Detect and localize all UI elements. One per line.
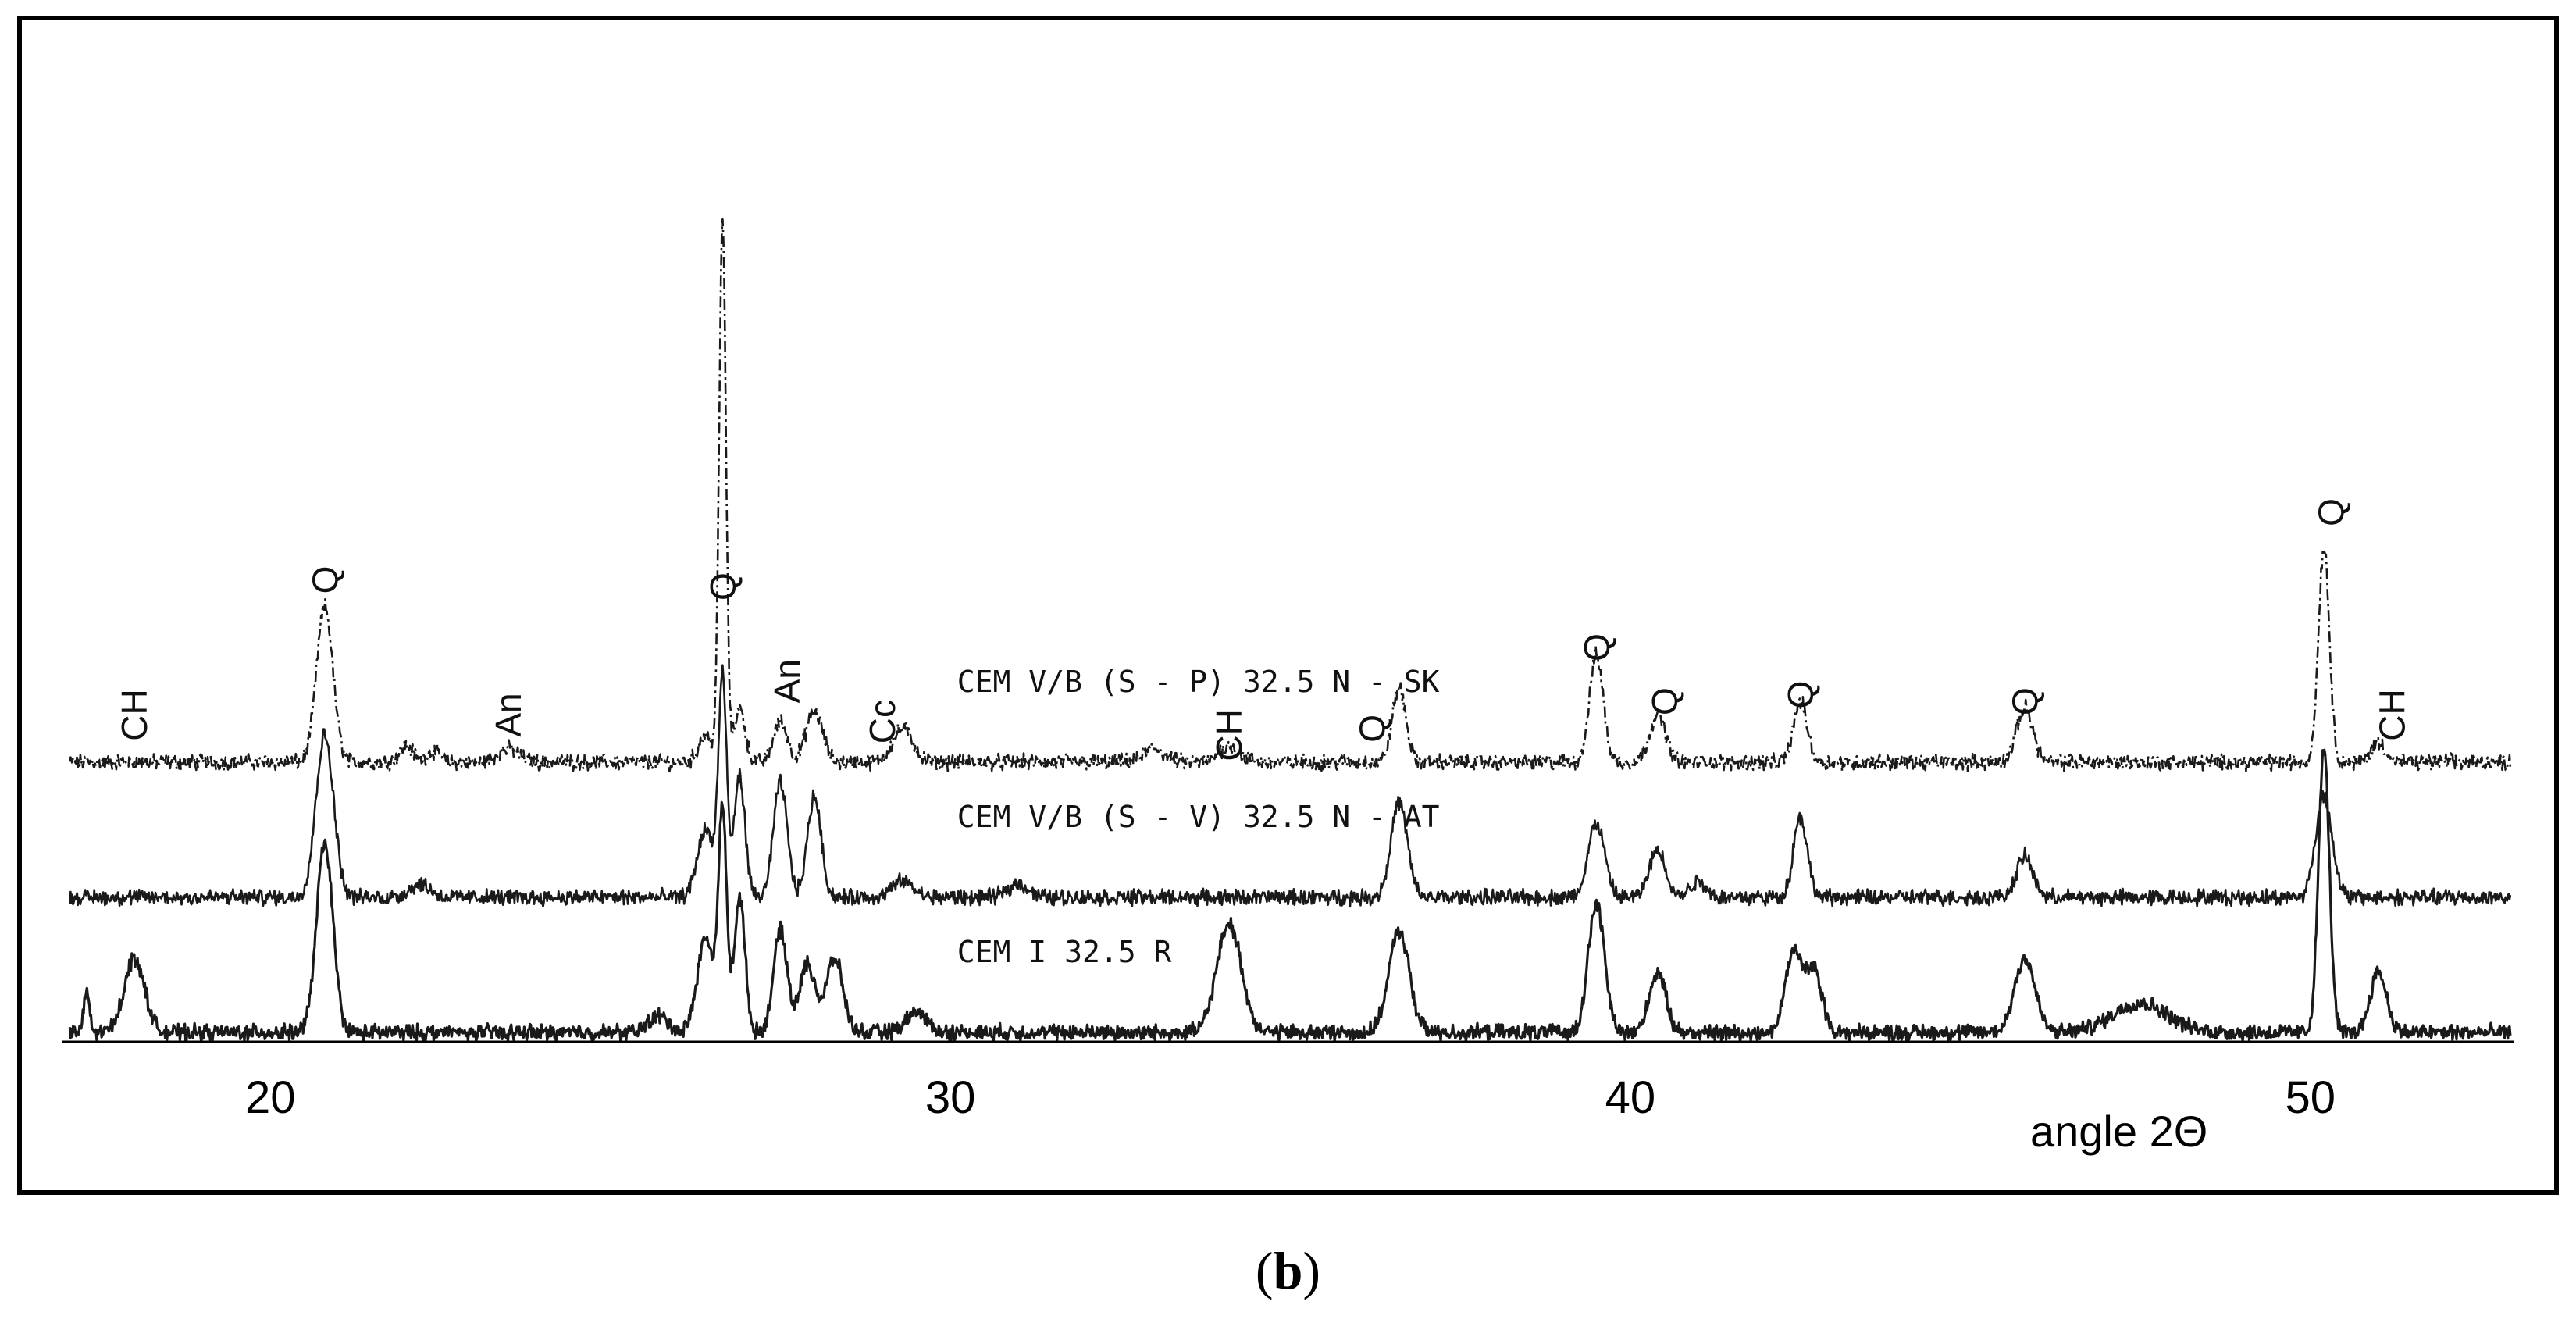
caption-close: ) — [1302, 1241, 1321, 1300]
x-tick-label-40: 40 — [1605, 1072, 1656, 1123]
x-tick-label-50: 50 — [2285, 1072, 2336, 1123]
series-label: CEM I 32.5 R — [957, 935, 1172, 969]
peak-label: Q — [1644, 687, 1685, 715]
peak-label: Q — [1576, 633, 1616, 661]
peak-label: Q — [305, 566, 345, 594]
peak-label: Q — [2311, 498, 2351, 526]
peak-label: Q — [702, 572, 743, 601]
peak-label: Q — [1352, 715, 1392, 743]
x-axis: 20 30 40 50 angle 2Θ — [62, 1040, 2514, 1156]
series-label: CEM V/B (S - V) 32.5 N - AT — [957, 800, 1440, 834]
peak-label: Cc — [862, 700, 903, 743]
x-tick-label-30: 30 — [925, 1072, 976, 1123]
caption-letter: b — [1273, 1241, 1303, 1300]
peak-label: Q — [2004, 687, 2045, 715]
peak-label: CH — [114, 689, 155, 740]
peak-label: An — [767, 659, 807, 703]
x-tick-label-20: 20 — [245, 1072, 296, 1123]
peak-label: CH — [2371, 689, 2412, 740]
peak-label: An — [488, 693, 529, 736]
series-line-3 — [68, 748, 2512, 1043]
series-line-1 — [69, 217, 2512, 773]
peak-label: CH — [1209, 709, 1249, 761]
peak-label: Q — [1780, 681, 1821, 709]
series-label: CEM V/B (S - P) 32.5 N - SK — [957, 665, 1440, 699]
x-axis-label: angle 2Θ — [2030, 1107, 2207, 1156]
series-line-2 — [69, 664, 2512, 908]
caption-open: ( — [1255, 1241, 1274, 1300]
figure-caption: (b) — [0, 1240, 2576, 1302]
plot-frame — [17, 16, 2559, 1195]
series-layer — [68, 217, 2512, 1043]
